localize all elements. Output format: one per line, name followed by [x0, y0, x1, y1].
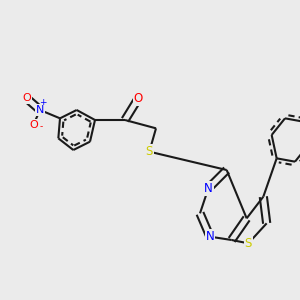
Text: -: -: [39, 122, 43, 131]
Text: S: S: [244, 237, 252, 250]
Text: O: O: [29, 120, 38, 130]
Text: O: O: [22, 93, 31, 103]
Text: N: N: [206, 230, 214, 243]
Text: N: N: [36, 105, 44, 115]
Text: +: +: [39, 98, 46, 107]
Text: O: O: [134, 92, 143, 105]
Text: N: N: [204, 182, 213, 195]
Text: S: S: [146, 145, 153, 158]
